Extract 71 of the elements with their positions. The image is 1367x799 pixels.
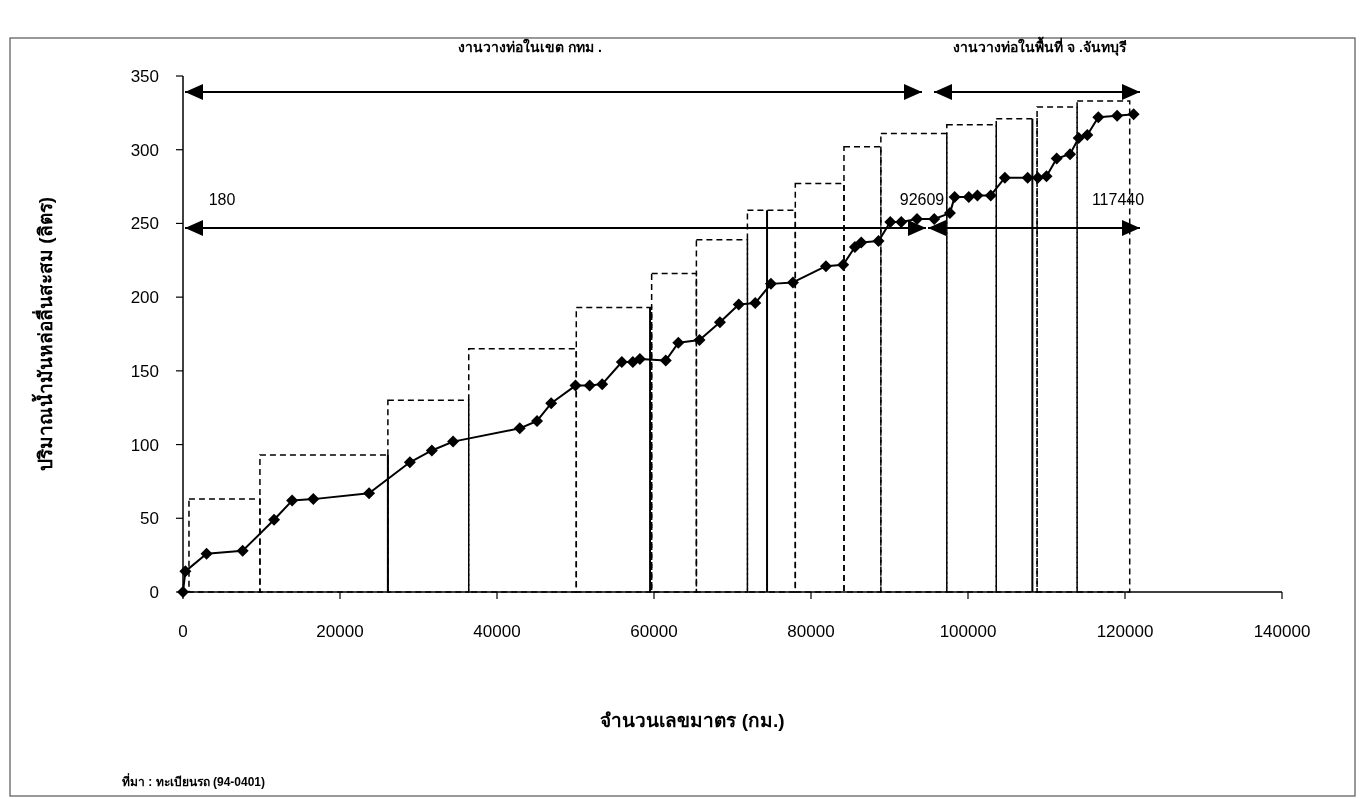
point bbox=[732, 298, 745, 311]
point bbox=[531, 414, 544, 427]
x-tick-label: 20000 bbox=[316, 622, 364, 641]
annotation: 180 bbox=[208, 191, 236, 208]
x-tick-label: 0 bbox=[178, 622, 188, 641]
text: ที่มา : ทะเบียนรถ (94-0401) bbox=[122, 773, 266, 789]
point bbox=[1040, 170, 1053, 183]
point bbox=[307, 493, 320, 506]
point bbox=[895, 215, 908, 228]
point bbox=[713, 316, 726, 329]
x-tick-label: 140000 bbox=[1253, 622, 1311, 641]
point bbox=[943, 207, 956, 220]
point bbox=[984, 189, 997, 202]
point bbox=[1092, 111, 1105, 124]
annotation: 92609 bbox=[899, 191, 945, 208]
y-tick-label: 350 bbox=[130, 67, 159, 86]
point bbox=[749, 297, 762, 310]
point bbox=[179, 565, 192, 578]
y-tick-label: 0 bbox=[149, 583, 159, 602]
point bbox=[672, 336, 685, 349]
point bbox=[403, 456, 416, 469]
point bbox=[545, 397, 558, 410]
y-axis-title: ปริมาณน้ำมันหล่อลื่นสะสม (ลิตร) bbox=[31, 197, 56, 471]
y-tick-label: 100 bbox=[130, 435, 159, 455]
point bbox=[855, 236, 868, 249]
point bbox=[693, 333, 706, 346]
x-tick-label: 40000 bbox=[473, 622, 521, 641]
point bbox=[819, 260, 832, 273]
text: งานวางท่อในเขต กทม . bbox=[458, 38, 602, 55]
point bbox=[363, 487, 376, 500]
point bbox=[1081, 128, 1094, 141]
y-tick-label: 300 bbox=[130, 140, 159, 160]
point bbox=[286, 494, 299, 507]
x-tick-label: 80000 bbox=[787, 622, 835, 641]
y-tick-label: 250 bbox=[130, 214, 159, 234]
y-tick-label: 150 bbox=[130, 361, 159, 381]
point bbox=[425, 444, 438, 457]
point bbox=[447, 435, 460, 448]
point bbox=[659, 354, 672, 367]
point bbox=[962, 190, 975, 203]
point bbox=[848, 241, 861, 254]
y-tick-label: 50 bbox=[140, 509, 159, 529]
point bbox=[1064, 148, 1077, 161]
point bbox=[1127, 108, 1140, 121]
point bbox=[786, 276, 799, 289]
y-tick-label: 200 bbox=[130, 288, 159, 308]
x-tick-label: 100000 bbox=[939, 622, 997, 641]
point bbox=[596, 378, 609, 391]
point bbox=[236, 544, 249, 557]
point bbox=[268, 513, 281, 526]
x-tick-label: 60000 bbox=[630, 622, 678, 641]
point bbox=[1111, 109, 1124, 122]
text: งานวางท่อในพื้นที่ จ .จันทบุรี bbox=[953, 36, 1127, 56]
point bbox=[837, 258, 850, 271]
point bbox=[1050, 152, 1063, 165]
point bbox=[513, 422, 526, 435]
point bbox=[569, 379, 582, 392]
point bbox=[583, 379, 596, 392]
point bbox=[928, 213, 941, 226]
point bbox=[910, 213, 923, 226]
point bbox=[998, 171, 1011, 184]
point bbox=[872, 235, 885, 248]
point bbox=[948, 190, 961, 203]
point bbox=[615, 356, 628, 369]
annotation: 117440 bbox=[1091, 191, 1145, 208]
point bbox=[884, 215, 897, 228]
x-tick-label: 120000 bbox=[1096, 622, 1154, 641]
point bbox=[971, 189, 984, 202]
point bbox=[1072, 131, 1085, 144]
x-axis-title: จำนวนเลขมาตร (กม.) bbox=[600, 710, 785, 731]
point bbox=[200, 547, 213, 560]
